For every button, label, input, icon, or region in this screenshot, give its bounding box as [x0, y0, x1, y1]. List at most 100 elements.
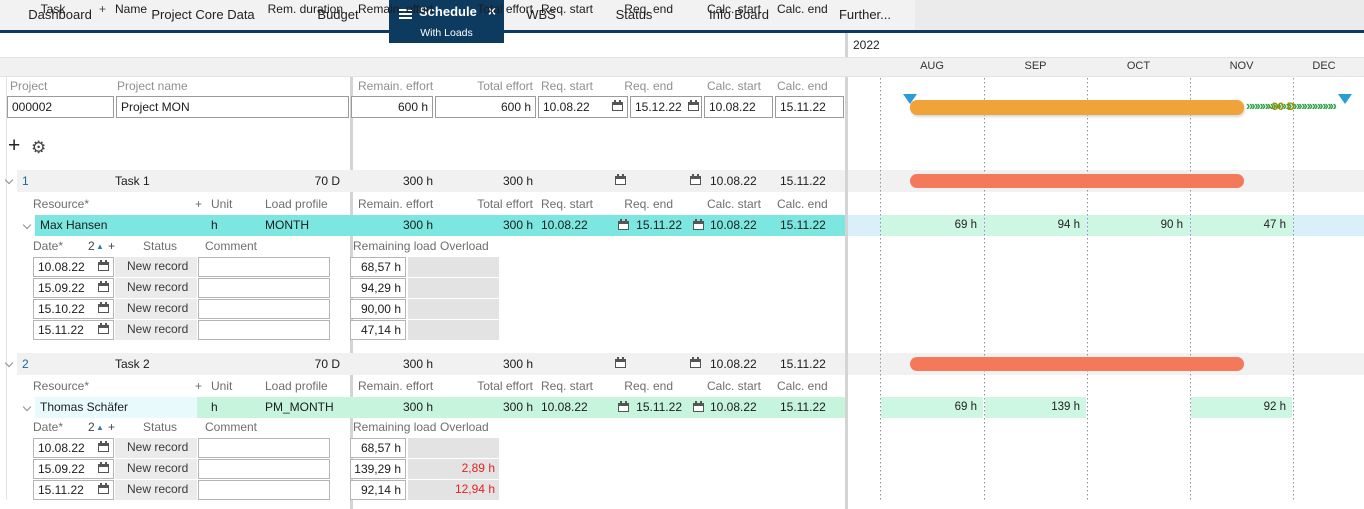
add-column-icon[interactable]: +	[99, 2, 107, 16]
add-record-icon[interactable]: +	[108, 239, 116, 253]
collapse-chevron-icon[interactable]	[22, 220, 32, 230]
collapse-chevron-icon[interactable]	[4, 358, 14, 368]
sort-order-number[interactable]: 2	[88, 420, 95, 434]
task-name[interactable]: Task 1	[115, 174, 150, 188]
gantt-end-marker-icon[interactable]	[1338, 94, 1352, 104]
calendar-icon[interactable]	[615, 174, 626, 185]
add-task-button[interactable]: +	[8, 134, 21, 157]
task-name[interactable]: Task 2	[115, 357, 150, 371]
tab-budget[interactable]: Budget	[317, 7, 359, 22]
rec-header-remaining-load: Remaining load	[353, 420, 437, 434]
record-comment-field[interactable]	[198, 480, 330, 500]
col-header-rem-duration[interactable]: Rem. duration	[267, 2, 343, 16]
gantt-project-bar[interactable]	[910, 100, 1244, 115]
sort-asc-icon[interactable]: ▲	[96, 242, 104, 251]
project-req-start-field[interactable]: 10.08.22	[538, 96, 628, 118]
tab-info-board[interactable]: Info Board	[709, 7, 769, 22]
record-status: New record	[115, 278, 197, 298]
resource-req-start[interactable]: 10.08.22	[541, 218, 588, 232]
resource-total-effort: 300 h	[502, 400, 533, 414]
tab-project-core-data[interactable]: Project Core Data	[151, 7, 255, 22]
record-comment-field[interactable]	[198, 278, 330, 298]
record-comment-field[interactable]	[198, 438, 330, 458]
tab-schedule-active[interactable]: Schedule × With Loads	[389, 0, 504, 43]
calendar-icon[interactable]	[98, 260, 109, 271]
calendar-icon[interactable]	[98, 462, 109, 473]
sort-order-number[interactable]: 2	[88, 239, 95, 253]
record-date-field[interactable]: 15.09.22	[33, 459, 114, 479]
hamburger-menu-icon[interactable]	[399, 9, 412, 11]
task-row-1[interactable]: 1 Task 1 70 D 300 h 300 h 10.08.22 15.11…	[0, 170, 1364, 192]
sort-asc-icon[interactable]: ▲	[96, 423, 104, 432]
col-header-task[interactable]: Task	[40, 2, 66, 16]
gantt-task-bar[interactable]	[910, 174, 1244, 188]
record-date-field[interactable]: 15.09.22	[33, 278, 114, 298]
col-header-req-end[interactable]: Req. end	[624, 2, 673, 16]
calendar-icon[interactable]	[98, 323, 109, 334]
gantt-gridline	[1087, 78, 1088, 500]
gantt-task-bar[interactable]	[910, 357, 1244, 371]
record-date-field[interactable]: 15.10.22	[33, 299, 114, 319]
record-date-field[interactable]: 15.11.22	[33, 480, 114, 500]
col-header-calc-start[interactable]: Calc. start	[707, 2, 762, 16]
record-remaining-load: 94,29 h	[350, 278, 406, 298]
record-comment-field[interactable]	[198, 257, 330, 277]
tab-wbs[interactable]: WBS	[526, 7, 556, 22]
left-edge-line	[6, 57, 7, 500]
col-header-req-start[interactable]: Req. start	[541, 2, 594, 16]
collapse-chevron-icon[interactable]	[22, 402, 32, 412]
resource-row-thomas-schaefer[interactable]: Thomas Schäfer h PM_MONTH 300 h 300 h 10…	[0, 397, 1364, 418]
calendar-icon[interactable]	[690, 174, 701, 185]
calendar-icon[interactable]	[618, 401, 629, 412]
project-id-field[interactable]: 000002	[7, 96, 114, 118]
project-name-field[interactable]: Project MON	[116, 96, 349, 118]
add-record-icon[interactable]: +	[108, 420, 116, 434]
record-date-field[interactable]: 10.08.22	[33, 257, 114, 277]
calendar-icon[interactable]	[98, 281, 109, 292]
tab-dashboard[interactable]: Dashboard	[28, 7, 92, 22]
resource-name[interactable]: Max Hansen	[40, 218, 108, 232]
calendar-icon[interactable]	[98, 302, 109, 313]
resource-req-end[interactable]: 15.11.22	[636, 400, 682, 414]
calendar-icon[interactable]	[693, 219, 704, 230]
calendar-icon[interactable]	[98, 483, 109, 494]
col-header-name[interactable]: Name	[115, 2, 148, 16]
task-row-2[interactable]: 2 Task 2 70 D 300 h 300 h 10.08.22 15.11…	[0, 353, 1364, 375]
add-resource-icon[interactable]: +	[195, 197, 203, 211]
record-overload	[408, 299, 499, 319]
col-header-remain-effort[interactable]: Remain. effort	[358, 2, 434, 16]
record-comment-field[interactable]	[198, 299, 330, 319]
record-date-field[interactable]: 15.11.22	[33, 320, 114, 340]
task-rem-duration: 70 D	[314, 357, 340, 371]
calendar-icon[interactable]	[615, 357, 626, 368]
project-req-end-field[interactable]: 15.12.22	[630, 96, 702, 118]
settings-gear-icon[interactable]: ⚙	[31, 138, 47, 157]
close-tab-icon[interactable]: ×	[487, 3, 496, 19]
col-header-calc-end[interactable]: Calc. end	[777, 2, 828, 16]
calendar-icon[interactable]	[693, 401, 704, 412]
calendar-icon[interactable]	[612, 100, 623, 111]
calendar-icon[interactable]	[690, 357, 701, 368]
calendar-icon[interactable]	[98, 441, 109, 452]
gantt-month-dec: DEC	[1312, 60, 1336, 72]
tab-status[interactable]: Status	[615, 7, 653, 22]
record-comment-field[interactable]	[198, 459, 330, 479]
tab-further[interactable]: Further...	[838, 7, 892, 22]
calendar-icon[interactable]	[688, 100, 699, 111]
table-gantt-splitter[interactable]	[845, 33, 848, 509]
res-header-req-end: Req. end	[624, 379, 673, 393]
resource-name[interactable]: Thomas Schäfer	[40, 400, 129, 414]
calendar-icon[interactable]	[618, 219, 629, 230]
resource-req-end[interactable]: 15.11.22	[636, 218, 682, 232]
record-comment-field[interactable]	[198, 320, 330, 340]
record-date-field[interactable]: 10.08.22	[33, 438, 114, 458]
gantt-month-load: 69 h	[881, 397, 983, 418]
resource-row-max-hansen[interactable]: Max Hansen h MONTH 300 h 300 h 10.08.22 …	[0, 215, 1364, 236]
project-subheader: Project Project name Remain. effort Tota…	[0, 78, 845, 96]
add-resource-icon[interactable]: +	[195, 379, 203, 393]
resource-req-start[interactable]: 10.08.22	[541, 400, 588, 414]
record-overload: 12,94 h	[408, 480, 499, 500]
gantt-start-marker-icon[interactable]	[903, 94, 917, 104]
col-header-total-effort[interactable]: Total effort	[477, 2, 533, 16]
collapse-chevron-icon[interactable]	[4, 175, 14, 185]
